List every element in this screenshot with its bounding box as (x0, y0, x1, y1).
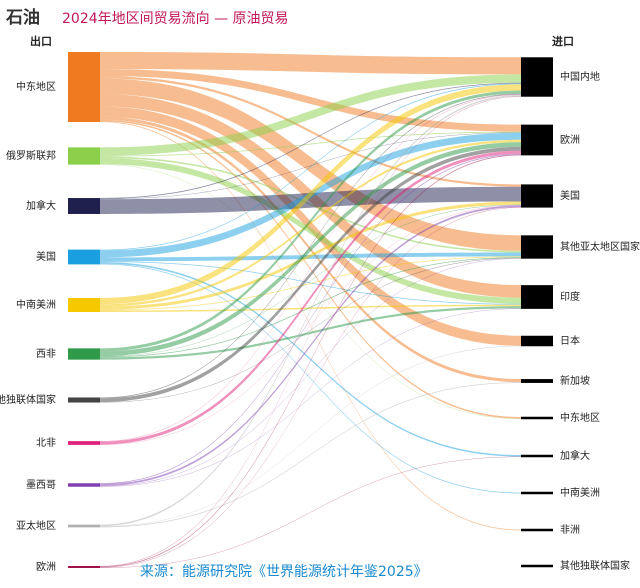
flow-link (100, 186, 521, 214)
target-label: 非洲 (560, 524, 580, 536)
source-node (68, 524, 100, 528)
flow-link (100, 164, 521, 419)
flow-link (100, 456, 521, 568)
links (100, 52, 521, 568)
flow-link (100, 96, 521, 567)
flow-link (100, 256, 521, 311)
flow-link (100, 345, 521, 527)
source-label: 墨西哥 (26, 479, 56, 491)
flow-link (100, 69, 521, 132)
flow-link (100, 205, 521, 445)
target-label: 美国 (560, 189, 580, 202)
target-node (521, 235, 553, 259)
flow-link (100, 382, 521, 528)
target-node (521, 335, 553, 347)
flow-link (100, 153, 521, 485)
flow-link (100, 154, 521, 568)
flow-link (100, 308, 521, 487)
flow-link (100, 158, 521, 304)
target-label: 中东地区 (560, 411, 600, 424)
source-note: 来源：能源研究院《世界能源统计年鉴2025》 (140, 564, 428, 580)
target-node (521, 184, 553, 208)
target-label: 印度 (560, 290, 580, 303)
chart-title: 石油 (5, 7, 40, 28)
source-label: 亚太地区 (16, 519, 56, 532)
source-node (68, 147, 100, 165)
flow-link (100, 106, 521, 346)
flow-link (100, 150, 521, 445)
source-label: 俄罗斯联邦 (6, 149, 56, 162)
flow-link (100, 262, 521, 457)
flow-link (100, 204, 521, 357)
target-node (521, 285, 553, 309)
source-node (68, 249, 100, 265)
target-node (521, 416, 553, 420)
source-label: 西非 (36, 348, 56, 360)
flow-link (100, 84, 521, 305)
nodes: 中东地区俄罗斯联邦加拿大美国中南美洲西非其他独联体国家北非墨西哥亚太地区欧洲中国… (0, 52, 640, 573)
flow-link (100, 76, 521, 187)
source-label: 美国 (36, 250, 56, 263)
flow-link (100, 83, 521, 251)
flow-link (100, 257, 521, 358)
flow-link (100, 94, 521, 527)
flow-link (100, 207, 521, 568)
chart-subtitle: 2024年地区间贸易流向 — 原油贸易 (62, 11, 289, 27)
source-label: 加拿大 (26, 199, 56, 212)
target-label: 欧洲 (560, 134, 580, 146)
flow-link (100, 94, 521, 442)
flow-link (100, 90, 521, 352)
flow-link (100, 304, 521, 312)
flow-link (100, 205, 521, 486)
source-label: 北非 (36, 437, 56, 449)
flow-link (100, 306, 521, 360)
target-label: 新加坡 (560, 374, 590, 387)
flow-link (100, 52, 521, 75)
target-label: 中国内地 (560, 70, 600, 83)
flow-link (100, 119, 521, 419)
flow-link (100, 146, 521, 403)
target-label: 中南美洲 (560, 486, 600, 499)
flow-link (100, 74, 521, 156)
source-node (68, 397, 100, 403)
target-label: 其他独联体国家 (560, 559, 630, 572)
source-node (68, 52, 100, 122)
target-node (521, 528, 553, 532)
flow-link (100, 263, 521, 494)
target-label: 其他亚太地区国家 (560, 240, 640, 253)
flow-link (100, 121, 521, 531)
target-node (521, 491, 553, 495)
source-node (68, 566, 100, 568)
flow-link (100, 261, 521, 305)
target-label: 日本 (560, 334, 580, 347)
source-node (68, 483, 100, 487)
source-node (68, 441, 100, 445)
flow-link (100, 142, 521, 357)
target-node (521, 454, 553, 458)
target-node (521, 379, 553, 383)
flow-link (100, 78, 521, 251)
source-node (68, 198, 100, 214)
target-label: 加拿大 (560, 449, 590, 462)
flow-link (100, 258, 521, 487)
source-label: 中东地区 (16, 80, 56, 93)
flow-link (100, 93, 521, 399)
flow-link (100, 139, 521, 307)
target-node (521, 57, 553, 97)
flow-link (100, 131, 521, 157)
target-header: 进口 (552, 34, 574, 48)
flow-link (100, 132, 521, 200)
flow-link (100, 257, 521, 403)
flow-link (100, 82, 521, 199)
source-label: 中南美洲 (16, 298, 56, 311)
source-node (68, 348, 100, 360)
target-node (521, 564, 553, 568)
source-label: 欧洲 (36, 561, 56, 573)
source-header: 出口 (30, 34, 52, 48)
source-node (68, 298, 100, 312)
target-node (521, 124, 553, 156)
source-label: 其他独联体国家 (0, 393, 56, 406)
flow-link (100, 201, 521, 310)
